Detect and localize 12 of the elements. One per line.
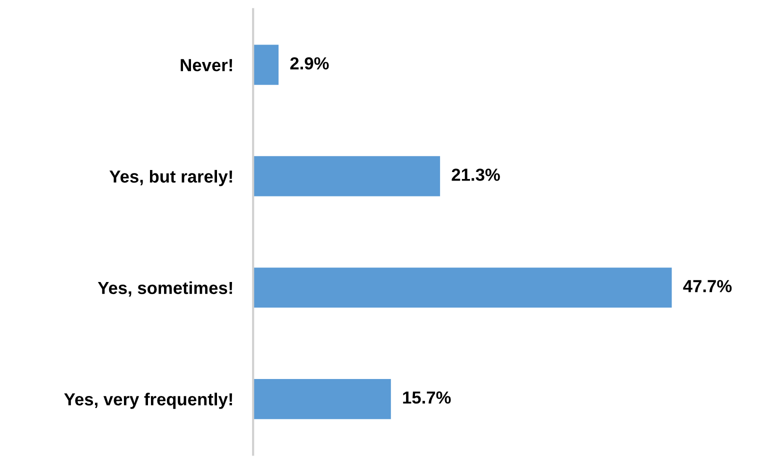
y-tick-label: Yes, sometimes! (98, 281, 232, 297)
data-label: 15.7% (403, 391, 451, 404)
data-label: 47.7% (683, 280, 732, 292)
bar (253, 44, 279, 85)
y-tick-label: Yes, but rarely! (109, 170, 232, 186)
y-tick-label: Yes, very frequently! (64, 392, 232, 409)
data-label: 21.3% (452, 168, 500, 181)
bar (253, 156, 440, 196)
bar (253, 268, 672, 308)
bar (253, 378, 391, 420)
data-label: 2.9% (290, 57, 329, 70)
y-tick-label: Never! (180, 59, 232, 72)
